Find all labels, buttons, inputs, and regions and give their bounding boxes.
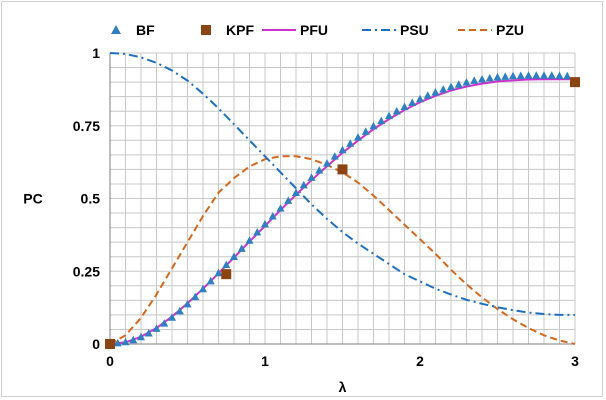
bf-data-point [175, 306, 184, 315]
psu-legend-label: PSU [400, 22, 429, 38]
bf-data-point [408, 98, 417, 107]
kpf-data-point [221, 269, 232, 280]
bf-data-point [369, 121, 378, 130]
bf-data-point [253, 228, 262, 236]
x-tick-label: 2 [416, 353, 424, 369]
bf-data-point [307, 173, 316, 181]
bf-data-point [315, 166, 324, 174]
bf-data-point [129, 335, 138, 344]
bf-data-point [416, 94, 424, 103]
psu-series-line [109, 52, 575, 316]
bf-data-point [230, 252, 238, 260]
bf-data-point [509, 71, 517, 80]
bf-data-point [338, 145, 347, 154]
y-tick-label: 0 [92, 336, 100, 352]
bf-data-point [261, 219, 269, 228]
kpf-legend-swatch [201, 25, 211, 35]
bf-data-point [493, 72, 502, 81]
bf-data-point [462, 78, 471, 86]
kpf-data-point [337, 164, 348, 175]
bf-data-point [524, 71, 533, 79]
pzu-series-line [109, 155, 576, 345]
bf-data-point [454, 80, 463, 88]
x-tick-label: 3 [571, 353, 579, 369]
bf-data-point [137, 332, 145, 341]
y-tick-label: 1 [92, 45, 100, 61]
bf-data-point [199, 284, 207, 293]
pzu-legend-label: PZU [496, 22, 524, 38]
bf-data-point [245, 236, 254, 244]
bf-data-point [276, 204, 285, 212]
legend: BF KPF PFU PSU PZU [111, 22, 524, 38]
bf-data-point [144, 329, 153, 337]
bf-data-point [214, 268, 223, 277]
bf-data-point [183, 299, 192, 308]
bf-data-point [354, 133, 362, 141]
bf-data-point [400, 102, 409, 111]
bf-legend-label: BF [136, 22, 155, 38]
bf-data-point [431, 88, 440, 96]
tick-labels: 0 1 2 3 0 0.25 0.5 0.75 1 [73, 45, 579, 369]
bf-data-point [423, 91, 432, 99]
bf-data-point [385, 111, 393, 120]
x-axis-title: λ [339, 379, 347, 395]
bf-data-point [152, 324, 161, 332]
y-tick-label: 0.5 [81, 191, 101, 207]
bf-data-point [540, 71, 548, 79]
bf-data-point [478, 74, 486, 83]
bf-data-point [392, 106, 401, 115]
bf-data-point [377, 116, 386, 125]
pfu-legend-label: PFU [300, 22, 328, 38]
bf-data-point [470, 76, 479, 84]
y-axis-title: PC [23, 191, 42, 207]
bf-data-point [299, 180, 308, 189]
bf-data-point [323, 159, 331, 167]
bf-data-point [361, 127, 370, 135]
bf-data-point [284, 196, 293, 204]
bf-data-point [121, 337, 130, 346]
bf-data-point [222, 260, 231, 269]
bf-data-point [439, 85, 448, 93]
bf-data-point [346, 139, 355, 147]
bf-data-point [532, 71, 541, 79]
series-layer [105, 52, 580, 349]
kpf-data-point [105, 339, 115, 349]
kpf-data-point [570, 77, 580, 88]
bf-data-point [206, 276, 215, 285]
bf-legend-swatch [111, 25, 121, 34]
bf-data-point [160, 319, 169, 327]
y-tick-label: 0.75 [73, 118, 100, 134]
bf-data-point [501, 72, 510, 80]
bf-data-point [237, 244, 246, 252]
bf-data-point [485, 73, 494, 82]
kpf-legend-label: KPF [226, 22, 254, 38]
bf-data-point [547, 71, 556, 79]
gridlines [109, 52, 576, 345]
x-tick-label: 0 [106, 353, 114, 369]
bf-data-point [555, 71, 564, 79]
bf-data-point [113, 338, 122, 347]
bf-data-point [292, 188, 300, 196]
bf-data-point [268, 212, 277, 220]
bf-data-point [563, 71, 572, 80]
bf-data-point [191, 292, 200, 301]
bf-data-point [447, 82, 455, 91]
axes [109, 53, 575, 345]
x-tick-label: 1 [261, 353, 269, 369]
y-tick-label: 0.25 [73, 263, 100, 279]
bf-data-point [516, 71, 525, 79]
bf-data-point [330, 152, 339, 160]
bf-data-point [168, 313, 176, 321]
